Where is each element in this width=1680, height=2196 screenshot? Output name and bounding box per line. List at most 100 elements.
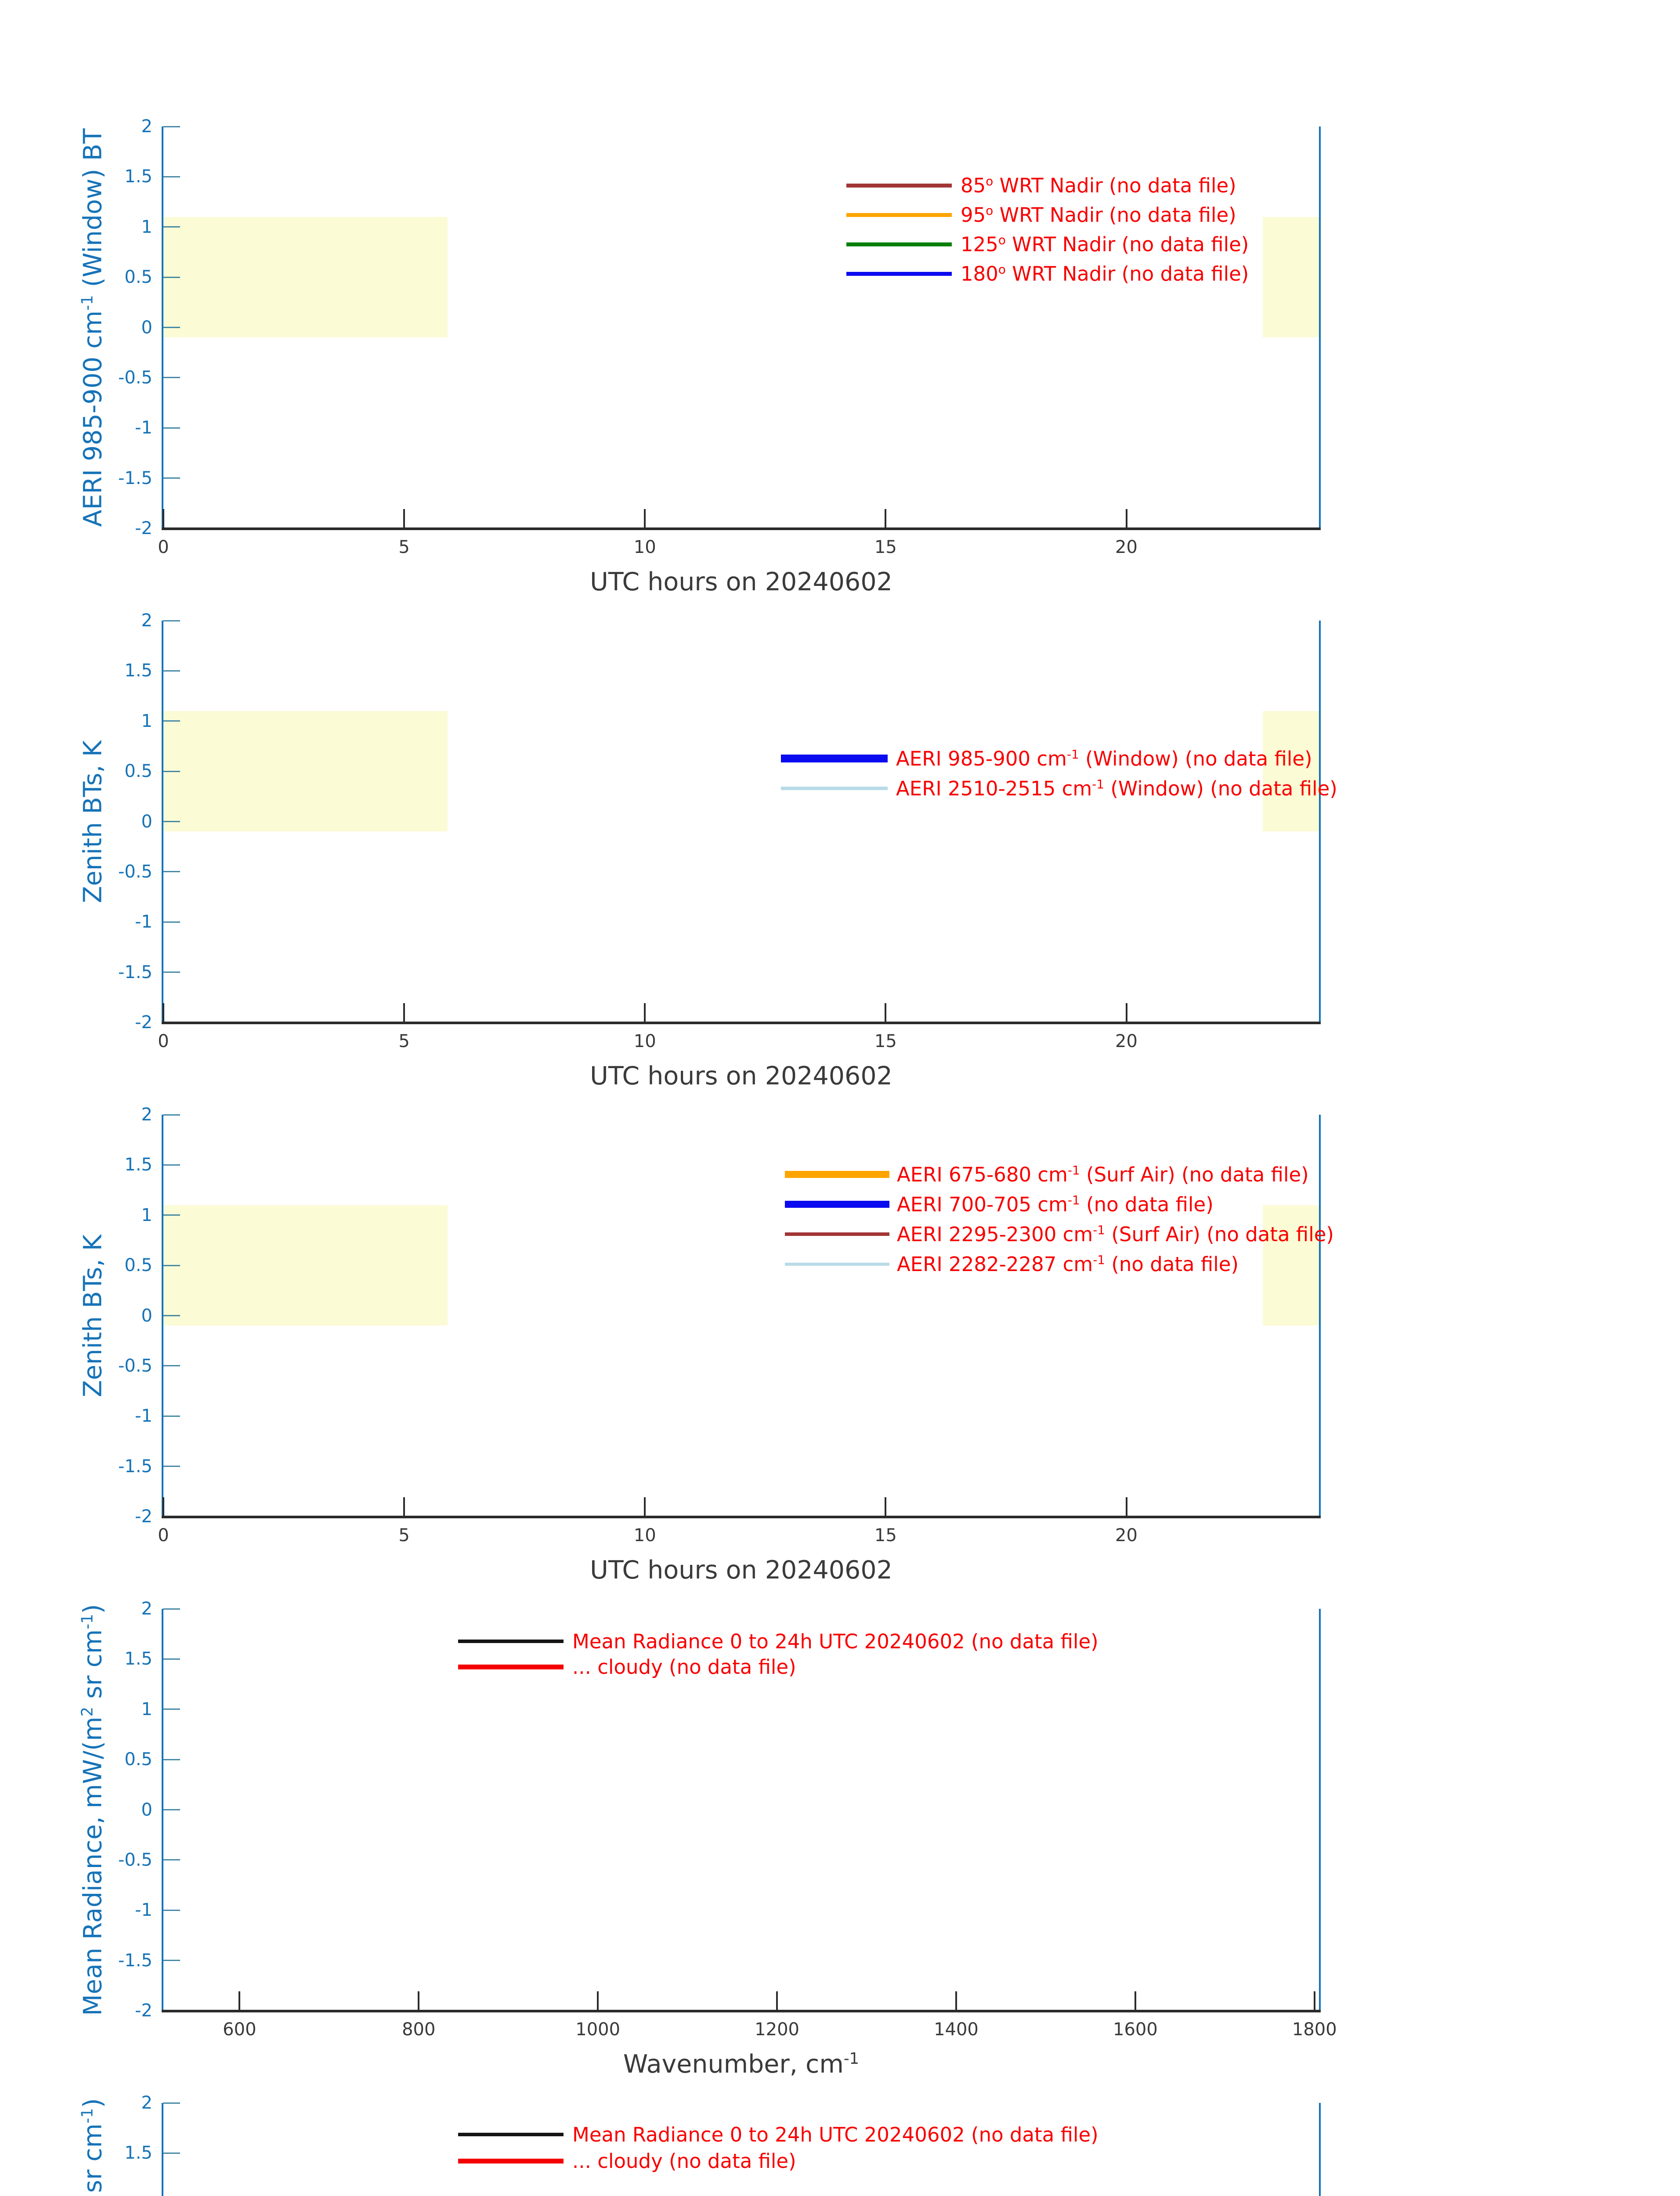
y-tick-mark (163, 226, 180, 228)
x-tick-mark (1134, 1991, 1136, 2010)
label-text: sr cm (78, 1629, 108, 1707)
y-tick-mark (163, 1466, 180, 1467)
x-tick-mark (418, 1991, 420, 2010)
qc-shaded-band (163, 711, 448, 832)
legend-entry-label: 95o WRT Nadir (no data file) (961, 203, 1236, 224)
y-tick-label: -1.5 (118, 1456, 152, 1477)
y-tick-mark (163, 1164, 180, 1166)
y-tick-mark (163, 1415, 180, 1417)
x-tick-label: 20 (1115, 1525, 1138, 1546)
legend-entry-label: 180o WRT Nadir (no data file) (961, 262, 1249, 283)
legend-line-swatch (785, 1171, 889, 1178)
x-tick-label: 15 (874, 537, 897, 557)
label-text: ) (78, 1604, 108, 1614)
label-text: Mean Radiance 0 to 24h UTC 20240602 (no … (572, 2123, 1098, 2146)
x-tick-mark (163, 509, 164, 527)
y-tick-mark (163, 276, 180, 278)
superscript-text: o (986, 203, 994, 218)
legend-entry-label: AERI 675-680 cm-1 (Surf Air) (no data fi… (897, 1164, 1309, 1184)
y-tick-label: 1.5 (124, 1649, 152, 1669)
y-tick-mark (163, 1859, 180, 1861)
superscript-text: o (998, 262, 1006, 277)
legend-entry-label: AERI 985-900 cm-1 (Window) (no data file… (896, 748, 1312, 768)
x-tick-mark (238, 1991, 241, 2010)
legend-line-swatch (458, 1640, 564, 1643)
y-tick-mark (163, 620, 180, 621)
y-axis-right-spine (1319, 1609, 1321, 2012)
legend-entry: 95o WRT Nadir (no data file) (846, 203, 1236, 226)
x-tick-mark (776, 1991, 778, 2010)
qc-shaded-band (163, 1205, 448, 1326)
y-axis-label: Mean Radiance, mW/(m2 sr cm-1) (79, 2098, 108, 2196)
plot-zenith-bts-temperature-channels: 2 1.5 1 0.5 0 -0.5 -1 -1.5 -2 0 5 10 15 20 UTC hours o… (79, 1106, 1334, 1584)
y-tick-label: -2 (135, 1012, 152, 1033)
legend-entry-label: Mean Radiance 0 to 24h UTC 20240602 (no … (572, 2125, 1098, 2145)
y-tick-label: -2 (135, 2001, 152, 2021)
legend-entry: 85o WRT Nadir (no data file) (846, 174, 1236, 197)
y-tick-label: 1 (141, 2195, 152, 2196)
y-tick-mark (163, 327, 180, 328)
y-tick-label: -1.5 (118, 1950, 152, 1971)
y-tick-mark (163, 126, 180, 127)
y-tick-mark (163, 1264, 180, 1266)
legend-line-swatch (846, 183, 952, 188)
label-text: (no data file) (1105, 1252, 1239, 1276)
legend-entry-label: ... cloudy (no data file) (572, 2151, 796, 2171)
legend-line-swatch (458, 2133, 564, 2136)
y-axis-left-spine (162, 1115, 163, 1518)
y-tick-label: 0 (141, 811, 152, 832)
y-tick-label: 0 (141, 1799, 152, 1820)
qc-shaded-band (1262, 1205, 1319, 1326)
x-tick-label: 5 (398, 1525, 410, 1546)
label-text: (Surf Air) (no data file) (1105, 1222, 1334, 1246)
x-tick-mark (644, 1497, 646, 1516)
y-tick-mark (163, 477, 180, 479)
x-tick-label: 0 (158, 1525, 169, 1546)
x-tick-mark (955, 1991, 957, 2010)
y-tick-mark (163, 2152, 180, 2154)
label-text: 85 (961, 173, 986, 197)
superscript-text: -1 (1093, 1252, 1106, 1267)
x-tick-label: 20 (1115, 537, 1138, 557)
x-tick-label: 15 (874, 1031, 897, 1051)
legend-line-swatch (781, 755, 888, 762)
legend-entry-label: AERI 700-705 cm-1 (no data file) (897, 1194, 1214, 1214)
y-tick-mark (163, 1759, 180, 1760)
y-tick-mark (163, 377, 180, 379)
label-text: UTC hours on 20240602 (590, 1062, 892, 1091)
superscript-text: -1 (1092, 777, 1105, 791)
x-tick-label: 0 (158, 1031, 169, 1051)
y-tick-mark (163, 821, 180, 822)
y-axis-label: Zenith BTs, K (79, 1234, 108, 1397)
label-text: (Window) BT (78, 128, 108, 295)
legend-line-swatch (781, 787, 888, 790)
x-tick-mark (163, 1497, 164, 1516)
y-tick-label: -0.5 (118, 861, 152, 882)
superscript-text: 2 (78, 1706, 97, 1716)
label-text: WRT Nadir (no data file) (993, 173, 1236, 197)
y-tick-label: 0.5 (124, 761, 152, 782)
plot-aeri-window-bt-angles: 2 1.5 1 0.5 0 -0.5 -1 -1.5 -2 0 5 10 15 20 UTC hours o… (79, 118, 1321, 596)
y-tick-label: 0.5 (124, 1255, 152, 1276)
label-text: Zenith BTs, K (78, 740, 108, 903)
legend-line-swatch (785, 1201, 889, 1208)
legend-entry: ... cloudy (no data file) (458, 2149, 796, 2172)
x-tick-mark (403, 1003, 405, 1022)
x-tick-mark (403, 509, 405, 527)
y-axis-right-spine (1319, 126, 1321, 530)
y-tick-label: -1 (135, 1900, 152, 1921)
y-tick-label: -0.5 (118, 1849, 152, 1870)
y-tick-label: 1.5 (124, 2143, 152, 2163)
y-tick-label: 1 (141, 711, 152, 731)
x-axis-line (162, 2010, 1321, 2012)
label-text: (Window) (no data file) (1104, 777, 1337, 800)
y-axis-right-spine (1319, 2103, 1321, 2196)
y-tick-mark (163, 1809, 180, 1810)
plot-mean-radiance-ch2: 21.510.50-0.5-1-1.5-21800200022002400260… (79, 2094, 1321, 2196)
x-tick-mark (644, 509, 646, 527)
label-text: 125 (961, 232, 998, 256)
y-tick-label: -0.5 (118, 367, 152, 388)
label-text: ... cloudy (no data file) (572, 1655, 796, 1679)
y-axis-label: AERI 985-900 cm-1 (Window) BT (78, 128, 108, 527)
x-tick-label: 1400 (934, 2019, 979, 2040)
